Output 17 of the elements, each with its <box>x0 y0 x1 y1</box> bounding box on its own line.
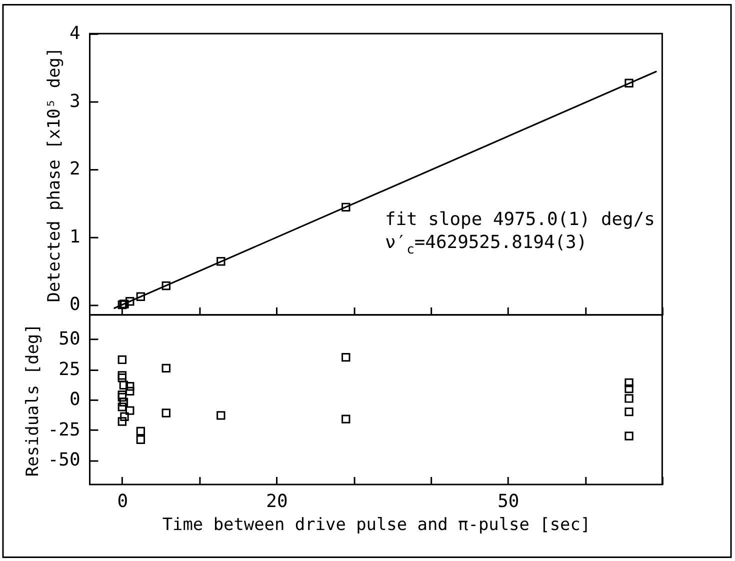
y-tick-label: 0 <box>69 294 80 316</box>
y-tick-label: 2 <box>69 158 80 180</box>
x-tick-label: 0 <box>117 490 128 512</box>
y-tick-label: 1 <box>69 226 80 248</box>
annotation: fit slope 4975.0(1) deg/s <box>384 209 655 230</box>
x-tick-label: 50 <box>498 490 520 512</box>
y-tick-label: 0 <box>69 389 80 410</box>
x-tick-label: 20 <box>266 490 288 512</box>
y-tick-label: 25 <box>58 358 80 380</box>
x-axis-title: Time between drive pulse and π-pulse [sec] <box>162 514 591 534</box>
y-tick-label: 4 <box>69 23 80 44</box>
y-axis-title: Detected phase [x10⁵ deg] <box>44 47 64 302</box>
y-tick-label: -25 <box>48 419 80 440</box>
y-tick-label: 3 <box>69 90 80 112</box>
y-tick-label: 50 <box>58 328 80 350</box>
y-axis-title: Residuals [deg] <box>22 324 42 477</box>
y-tick-label: -50 <box>48 450 80 471</box>
